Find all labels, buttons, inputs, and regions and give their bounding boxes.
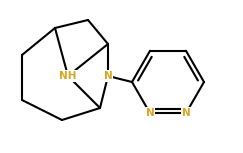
Text: N: N [104, 71, 112, 81]
Text: NH: NH [59, 71, 77, 81]
Text: N: N [146, 108, 154, 118]
Text: N: N [182, 108, 190, 118]
